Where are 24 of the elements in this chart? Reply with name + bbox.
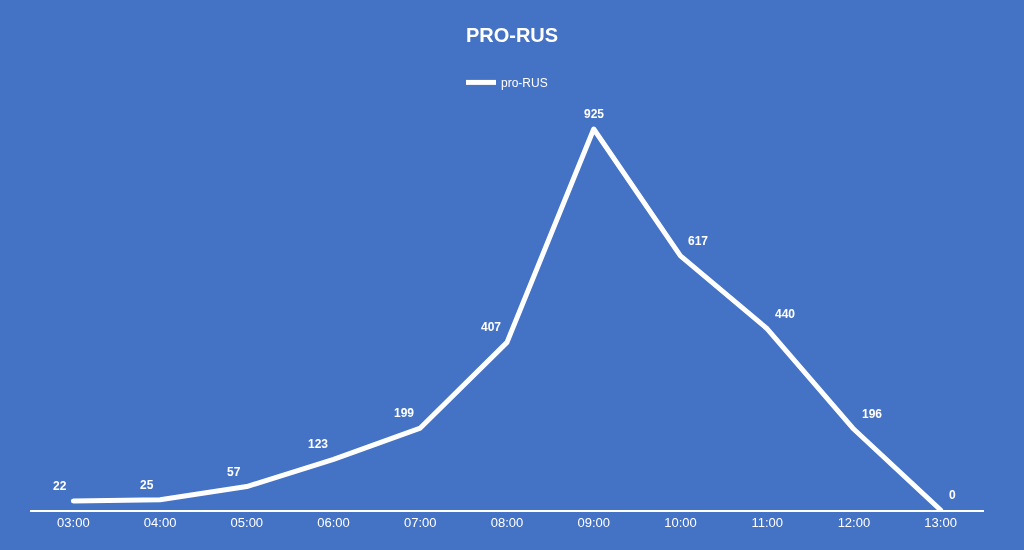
x-tick-label: 13:00 bbox=[924, 515, 957, 531]
x-tick-label: 03:00 bbox=[57, 515, 90, 531]
x-tick-label: 09:00 bbox=[577, 515, 610, 531]
x-tick-label: 10:00 bbox=[664, 515, 697, 531]
data-label: 925 bbox=[584, 107, 605, 121]
x-tick-label: 04:00 bbox=[143, 515, 177, 531]
x-tick-label: 12:00 bbox=[837, 515, 871, 531]
data-label: 199 bbox=[394, 406, 415, 420]
data-label: 25 bbox=[140, 478, 154, 492]
data-label: 123 bbox=[308, 437, 329, 451]
data-label: 22 bbox=[53, 479, 67, 493]
x-tick-label: 07:00 bbox=[404, 515, 437, 531]
x-tick-label: 05:00 bbox=[230, 515, 264, 531]
data-label: 617 bbox=[688, 234, 709, 248]
data-label: 0 bbox=[949, 488, 956, 502]
data-label: 57 bbox=[227, 465, 241, 479]
chart-title: PRO-RUS bbox=[465, 23, 559, 46]
data-label: 440 bbox=[775, 307, 796, 321]
x-tick-label: 11:00 bbox=[751, 515, 783, 531]
x-tick-label: 06:00 bbox=[317, 515, 350, 531]
data-label: 196 bbox=[862, 407, 883, 421]
data-label: 407 bbox=[481, 320, 502, 334]
legend-label: pro-RUS bbox=[501, 76, 548, 91]
x-tick-label: 08:00 bbox=[490, 515, 524, 531]
